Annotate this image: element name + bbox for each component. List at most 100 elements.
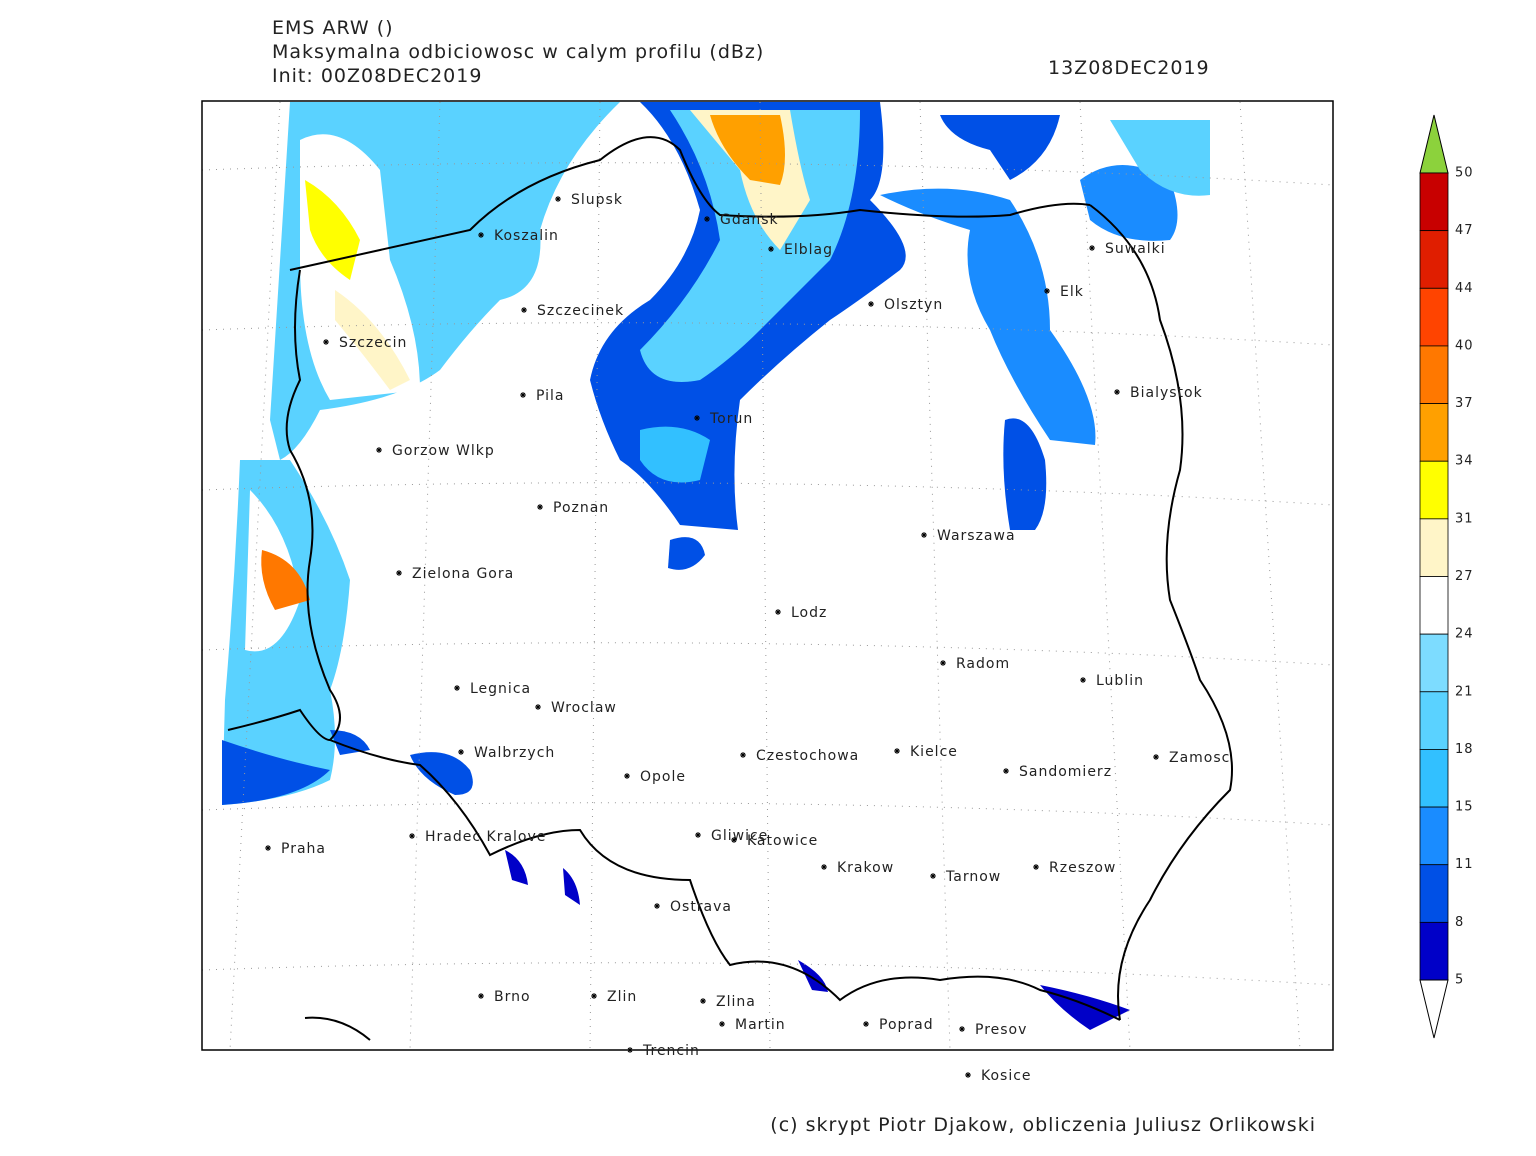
- city-label: Ostrava: [670, 899, 732, 915]
- city-marker: [478, 993, 484, 999]
- city-marker: [694, 415, 700, 421]
- city-marker: [537, 504, 543, 510]
- legend-tick-label: 21: [1455, 684, 1474, 699]
- city-label: Poprad: [879, 1017, 934, 1033]
- legend-tick-label: 5: [1455, 973, 1464, 988]
- valid-time: 13Z08DEC2019: [1048, 57, 1210, 79]
- city-marker: [624, 773, 630, 779]
- legend-tick-label: 34: [1455, 454, 1474, 469]
- city-marker: [323, 339, 329, 345]
- legend-tick-label: 50: [1455, 166, 1474, 181]
- legend-tick-label: 31: [1455, 511, 1474, 526]
- city-marker: [627, 1047, 633, 1053]
- map-frame: [201, 100, 1334, 1051]
- city-label: Kosice: [981, 1068, 1032, 1084]
- city-marker: [775, 609, 781, 615]
- city-marker: [265, 845, 271, 851]
- legend-tick-label: 44: [1455, 281, 1474, 296]
- init-time: Init: 00Z08DEC2019: [272, 65, 482, 87]
- city-label: Slupsk: [571, 192, 623, 208]
- city-marker: [940, 660, 946, 666]
- legend-bin: [1419, 230, 1449, 289]
- city-label: Hradec Kralove: [425, 829, 546, 845]
- city-marker: [458, 749, 464, 755]
- model-name: EMS ARW (): [272, 17, 394, 39]
- city-label: Warszawa: [937, 528, 1016, 544]
- city-marker: [768, 246, 774, 252]
- city-marker: [521, 307, 527, 313]
- city-label: Elblag: [784, 242, 833, 258]
- city-label: Gorzow Wlkp: [392, 443, 495, 459]
- city-label: Wroclaw: [551, 700, 617, 716]
- city-label: Presov: [975, 1022, 1027, 1038]
- city-label: Torun: [709, 411, 753, 427]
- city-marker: [894, 748, 900, 754]
- city-label: Olsztyn: [884, 297, 943, 313]
- city-marker: [719, 1021, 725, 1027]
- city-marker: [704, 216, 710, 222]
- legend-tick-label: 11: [1455, 857, 1474, 872]
- city-label: Tarnow: [945, 869, 1001, 885]
- city-label: Katowice: [747, 833, 818, 849]
- legend-tick-label: 47: [1455, 223, 1474, 238]
- city-label: Sandomierz: [1019, 764, 1112, 780]
- city-marker: [740, 752, 746, 758]
- city-label: Koszalin: [494, 228, 559, 244]
- city-marker: [555, 196, 561, 202]
- city-marker: [921, 532, 927, 538]
- city-marker: [695, 832, 701, 838]
- city-label: Opole: [640, 769, 686, 785]
- city-marker: [700, 998, 706, 1004]
- legend-tick-label: 37: [1455, 396, 1474, 411]
- city-label: Rzeszow: [1049, 860, 1116, 876]
- legend-tick-label: 18: [1455, 742, 1474, 757]
- legend-bin: [1419, 460, 1449, 520]
- map-title: Maksymalna odbiciowosc w calym profilu (…: [272, 41, 764, 63]
- legend-tick-label: 15: [1455, 800, 1474, 815]
- legend-tick-label: 24: [1455, 627, 1474, 642]
- borders: [227, 136, 1233, 1041]
- legend-bin: [1419, 518, 1449, 577]
- legend-bin: [1419, 749, 1449, 808]
- city-label: Gliwice: [711, 828, 768, 844]
- city-marker: [478, 232, 484, 238]
- legend-bin: [1419, 806, 1449, 866]
- city-marker: [965, 1072, 971, 1078]
- city-label: Zlin: [607, 989, 637, 1005]
- city-marker: [1044, 288, 1050, 294]
- city-label: Martin: [735, 1017, 786, 1033]
- city-label: Krakow: [837, 860, 894, 876]
- city-marker: [959, 1026, 965, 1032]
- city-label: Poznan: [553, 500, 609, 516]
- city-label: Trencin: [642, 1043, 700, 1059]
- city-label: Walbrzych: [474, 745, 555, 761]
- city-marker: [1003, 768, 1009, 774]
- city-marker: [1080, 677, 1086, 683]
- legend-bin: [1419, 691, 1449, 750]
- legend-bin: [1419, 345, 1449, 404]
- city-marker: [868, 301, 874, 307]
- city-marker: [591, 993, 597, 999]
- legend-bin: [1419, 633, 1449, 693]
- city-marker: [376, 447, 382, 453]
- city-label: Szczecinek: [537, 303, 624, 319]
- legend-bin: [1419, 403, 1449, 462]
- city-marker: [1153, 754, 1159, 760]
- city-label: Pila: [536, 388, 565, 404]
- city-marker: [409, 833, 415, 839]
- city-marker: [520, 392, 526, 398]
- legend-tick-label: 40: [1455, 338, 1474, 353]
- city-marker: [731, 837, 737, 843]
- city-labels: Slupsk Koszalin Szczecinek Szczecin Pila Gorz…: [265, 192, 1229, 1084]
- city-label: Elk: [1060, 284, 1084, 300]
- city-label: Radom: [956, 656, 1010, 672]
- legend-under: [1419, 979, 1449, 1039]
- city-label: Bialystok: [1130, 385, 1203, 401]
- city-marker: [454, 685, 460, 691]
- city-marker: [821, 864, 827, 870]
- legend-bin: [1419, 921, 1449, 981]
- city-marker: [930, 873, 936, 879]
- city-label: Praha: [281, 841, 326, 857]
- city-label: Brno: [494, 989, 531, 1005]
